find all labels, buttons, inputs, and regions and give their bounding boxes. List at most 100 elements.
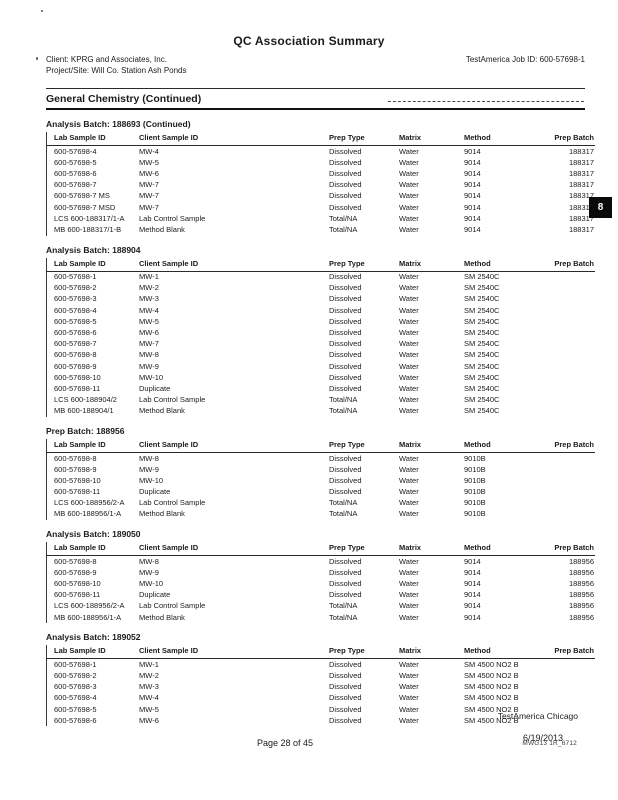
table-cell: 9014 bbox=[464, 191, 481, 201]
project-line: Project/Site: Will Co. Station Ash Ponds bbox=[46, 66, 187, 75]
table-cell: 600-57698-7 bbox=[54, 339, 97, 349]
table-cell: 9014 bbox=[464, 202, 481, 212]
table-cell: MW-3 bbox=[139, 682, 159, 692]
column-header: Prep Type bbox=[329, 542, 399, 557]
table-cell: 600-57698-2 bbox=[54, 283, 97, 293]
table-cell: Water bbox=[399, 509, 419, 519]
qc-table: Lab Sample ID Client Sample ID Prep Type Ma… bbox=[46, 542, 596, 624]
column-header: Prep Batch bbox=[539, 542, 595, 557]
table-cell: Water bbox=[399, 406, 419, 416]
table-cell: MW-9 bbox=[139, 464, 159, 474]
column-header: Prep Type bbox=[329, 438, 399, 453]
table-cell: Dissolved bbox=[329, 305, 362, 315]
table-cell: 9010B bbox=[464, 509, 486, 519]
table-cell: Water bbox=[399, 328, 419, 338]
table-cell: 9014 bbox=[464, 213, 481, 223]
table-row: 600-57698-7 MW-7 Dissolved Water SM 2540C bbox=[47, 339, 596, 350]
scan-artifact bbox=[388, 101, 584, 102]
table-cell: 600-57698-10 bbox=[54, 372, 101, 382]
table-cell: Total/NA bbox=[329, 601, 358, 611]
table-cell: 600-57698-1 bbox=[54, 272, 97, 282]
table-cell: SM 2540C bbox=[464, 305, 500, 315]
table-cell: Water bbox=[399, 590, 419, 600]
table-cell: LCS 600-188956/2-A bbox=[54, 498, 125, 508]
table-cell: MW-10 bbox=[139, 372, 164, 382]
table-cell: 600-57698-6 bbox=[54, 168, 97, 178]
table-cell: Water bbox=[399, 612, 419, 622]
table-cell bbox=[539, 464, 595, 475]
table-cell: Water bbox=[399, 168, 419, 178]
table-cell: 188317 bbox=[568, 202, 594, 212]
batch-section: Analysis Batch: 188904 Lab Sample ID Clie… bbox=[46, 245, 595, 417]
batch-title: Analysis Batch: 189052 bbox=[46, 632, 141, 643]
table-cell: Dissolved bbox=[329, 556, 362, 566]
table-cell: SM 4500 NO2 B bbox=[464, 659, 519, 669]
table-row: 600-57698-3 MW-3 Dissolved Water SM 2540C bbox=[47, 294, 596, 305]
table-cell: 188956 bbox=[568, 579, 594, 589]
table-cell: SM 4500 NO2 B bbox=[464, 715, 519, 725]
table-cell: 600-57698-11 bbox=[54, 383, 101, 393]
table-row: 600-57698-10 MW-10 Dissolved Water 9010B bbox=[47, 475, 596, 486]
column-header: Matrix bbox=[399, 132, 464, 146]
qc-table: Lab Sample ID Client Sample ID Prep Type Ma… bbox=[46, 132, 595, 236]
table-cell: 9014 bbox=[464, 157, 481, 167]
table-cell: 600-57698-8 bbox=[54, 556, 97, 566]
table-cell: Total/NA bbox=[329, 213, 358, 223]
table-cell: 9010B bbox=[464, 487, 486, 497]
table-cell: Dissolved bbox=[329, 693, 362, 703]
table-cell: MW-7 bbox=[139, 202, 159, 212]
column-header: Lab Sample ID bbox=[46, 645, 139, 660]
table-cell: 600-57698-9 bbox=[54, 567, 97, 577]
table-cell: Dissolved bbox=[329, 704, 362, 714]
column-header: Prep Type bbox=[329, 132, 399, 146]
batch-section: Prep Batch: 188956 Lab Sample ID Client S… bbox=[46, 425, 595, 521]
table-cell: Duplicate bbox=[139, 487, 171, 497]
table-cell: Dissolved bbox=[329, 453, 362, 463]
table-cell: MW-5 bbox=[139, 704, 159, 714]
table-cell: Water bbox=[399, 191, 419, 201]
page-title: QC Association Summary bbox=[233, 34, 385, 48]
column-header: Matrix bbox=[399, 438, 464, 453]
column-header: Prep Batch bbox=[539, 438, 595, 453]
table-row: 600-57698-4 MW-4 Dissolved Water SM 2540C bbox=[47, 305, 596, 316]
client-line: Client: KPRG and Associates, Inc. bbox=[46, 55, 167, 64]
table-cell: SM 4500 NO2 B bbox=[464, 670, 519, 680]
table-cell: 600-57698-6 bbox=[54, 715, 97, 725]
table-cell: 9014 bbox=[464, 612, 481, 622]
table-cell: Method Blank bbox=[139, 509, 185, 519]
table-cell: SM 2540C bbox=[464, 395, 500, 405]
table-row: MB 600-188956/1-A Method Blank Total/NA Wat… bbox=[47, 612, 596, 623]
column-header: Prep Batch bbox=[539, 132, 595, 146]
table-cell: 9014 bbox=[464, 579, 481, 589]
table-cell: 600-57698-4 bbox=[54, 693, 97, 703]
table-cell: MW-2 bbox=[139, 283, 159, 293]
batch-title: Prep Batch: 188956 bbox=[46, 425, 125, 436]
table-cell: 600-57698-4 bbox=[54, 146, 97, 156]
batch-section: Analysis Batch: 189050 Lab Sample ID Clie… bbox=[46, 529, 595, 624]
table-cell: Water bbox=[399, 316, 419, 326]
table-cell: LCS 600-188317/1-A bbox=[54, 213, 125, 223]
table-cell bbox=[539, 682, 595, 693]
table-cell: MB 600-188317/1-B bbox=[54, 224, 122, 234]
table-cell bbox=[539, 271, 595, 283]
column-header: Client Sample ID bbox=[139, 542, 329, 557]
table-cell: SM 2540C bbox=[464, 272, 500, 282]
table-cell: 600-57698-8 bbox=[54, 350, 97, 360]
table-cell: 600-57698-3 bbox=[54, 682, 97, 692]
table-cell: Water bbox=[399, 487, 419, 497]
table-cell: SM 2540C bbox=[464, 372, 500, 382]
table-cell: Total/NA bbox=[329, 498, 358, 508]
table-header-row: Lab Sample ID Client Sample ID Prep Type Ma… bbox=[46, 257, 595, 272]
table-row: 600-57698-9 MW-9 Dissolved Water 9010B bbox=[47, 464, 596, 475]
table-row: 600-57698-7 MS MW-7 Dissolved Water 9014 1883… bbox=[47, 191, 596, 202]
table-cell: 9014 bbox=[464, 601, 481, 611]
table-cell bbox=[539, 509, 595, 520]
column-header: Method bbox=[464, 645, 539, 660]
table-cell bbox=[539, 475, 595, 486]
table-cell: 188317 bbox=[568, 191, 594, 201]
table-cell: SM 2540C bbox=[464, 339, 500, 349]
table-cell bbox=[539, 670, 595, 681]
section-heading: General Chemistry (Continued) bbox=[46, 91, 585, 110]
table-cell: SM 2540C bbox=[464, 316, 500, 326]
